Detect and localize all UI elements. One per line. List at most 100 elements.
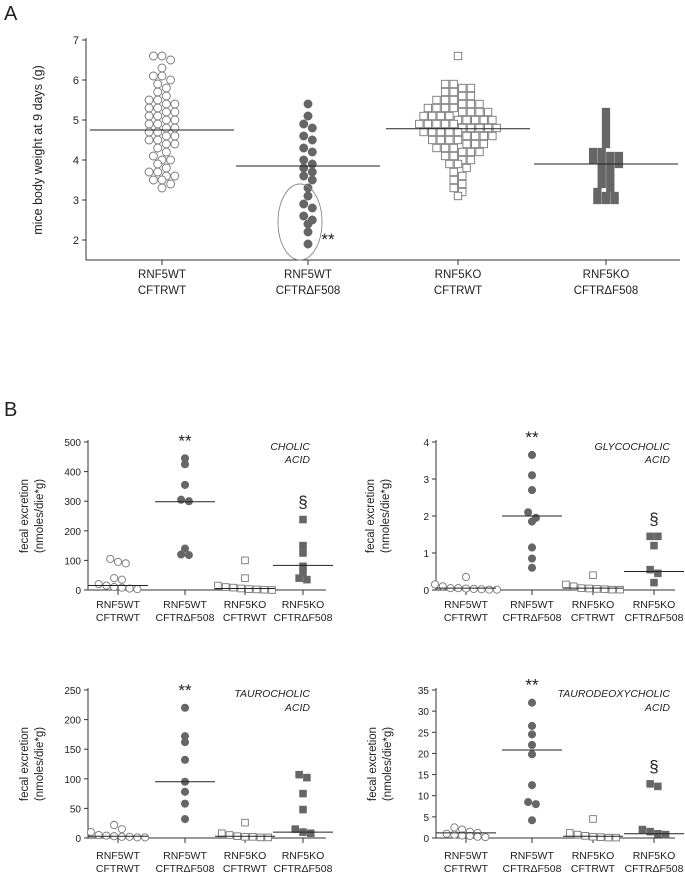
data-point bbox=[113, 557, 123, 566]
data-point bbox=[241, 556, 249, 565]
data-point bbox=[432, 119, 441, 129]
data-point bbox=[307, 159, 317, 169]
y-tick-label: 6 bbox=[73, 75, 79, 87]
data-point bbox=[440, 143, 450, 153]
data-point bbox=[303, 99, 313, 109]
data-point bbox=[102, 831, 111, 840]
data-point bbox=[600, 585, 609, 594]
data-point bbox=[601, 115, 611, 125]
data-point bbox=[483, 107, 493, 117]
data-point bbox=[450, 823, 459, 832]
section-marker: § bbox=[298, 493, 307, 512]
data-point bbox=[180, 703, 190, 712]
data-point bbox=[133, 585, 142, 594]
category-label-line2: CFTRWT bbox=[444, 863, 489, 875]
data-point bbox=[153, 159, 163, 169]
data-point bbox=[527, 816, 537, 825]
y-tick-label: 2 bbox=[73, 235, 79, 247]
data-point bbox=[601, 131, 611, 141]
data-point bbox=[260, 585, 269, 594]
data-point bbox=[465, 831, 474, 840]
category-label-line1: RNF5KO bbox=[572, 850, 615, 862]
data-point bbox=[153, 103, 163, 113]
data-point bbox=[597, 171, 606, 181]
data-point bbox=[445, 135, 454, 145]
category-label-line2: CFTRΔF508 bbox=[574, 285, 639, 297]
panel-label-b: B bbox=[4, 399, 17, 421]
data-point bbox=[428, 135, 437, 145]
data-point bbox=[445, 159, 454, 169]
data-point bbox=[453, 191, 463, 201]
data-point bbox=[566, 829, 574, 837]
data-point bbox=[144, 167, 154, 177]
data-point bbox=[593, 195, 602, 205]
data-point bbox=[475, 99, 484, 109]
data-point bbox=[170, 139, 180, 149]
data-point bbox=[569, 582, 578, 591]
chart-title-line2: ACID bbox=[284, 454, 311, 466]
y-tick-label: 500 bbox=[64, 438, 81, 449]
category-label-line2: CFTRWT bbox=[571, 612, 616, 624]
data-point bbox=[471, 115, 480, 125]
data-point bbox=[438, 582, 447, 591]
data-point bbox=[527, 721, 537, 730]
data-point bbox=[654, 532, 662, 541]
data-point bbox=[449, 151, 458, 161]
data-point bbox=[650, 541, 658, 550]
data-point bbox=[419, 111, 428, 121]
data-point bbox=[299, 199, 309, 209]
data-point bbox=[299, 568, 307, 577]
y-axis-label-line1: fecal excretion bbox=[365, 479, 377, 553]
data-point bbox=[110, 574, 119, 583]
category-label-line1: RNF5WT bbox=[510, 850, 554, 862]
data-point bbox=[125, 584, 134, 593]
data-point bbox=[440, 151, 450, 161]
y-tick-label: 300 bbox=[64, 497, 81, 508]
data-point bbox=[180, 787, 190, 796]
data-point bbox=[488, 115, 497, 125]
data-point bbox=[153, 111, 163, 121]
category-label-line1: RNF5KO bbox=[224, 850, 267, 862]
data-point bbox=[161, 91, 171, 101]
data-point bbox=[307, 135, 317, 145]
data-point bbox=[466, 107, 476, 117]
y-tick-label: 50 bbox=[70, 804, 82, 815]
data-point bbox=[604, 833, 613, 842]
y-tick-label: 3 bbox=[423, 475, 429, 486]
data-point bbox=[299, 143, 309, 153]
data-point bbox=[166, 179, 176, 189]
data-point bbox=[161, 123, 171, 133]
data-point bbox=[458, 107, 467, 117]
data-point bbox=[144, 103, 154, 113]
significance-marker: ** bbox=[321, 230, 335, 249]
data-point bbox=[661, 830, 670, 839]
category-label-line2: CFTRWT bbox=[444, 612, 489, 624]
data-point bbox=[268, 586, 276, 594]
data-point bbox=[458, 83, 467, 93]
data-point bbox=[184, 551, 193, 560]
data-point bbox=[157, 71, 167, 81]
data-point bbox=[593, 187, 602, 197]
category-label-line2: CFTRΔF508 bbox=[625, 612, 684, 624]
data-point bbox=[440, 103, 450, 113]
highlight-ellipse bbox=[277, 183, 323, 261]
data-point bbox=[307, 203, 317, 213]
category-label-line1: RNF5KO bbox=[633, 850, 676, 862]
data-point bbox=[161, 83, 171, 93]
data-point bbox=[157, 63, 167, 73]
data-point bbox=[469, 584, 478, 593]
data-point bbox=[256, 833, 265, 842]
data-point bbox=[612, 833, 621, 842]
data-point bbox=[527, 554, 537, 563]
category-label-line1: RNF5KO bbox=[583, 269, 630, 281]
y-tick-label: 3 bbox=[73, 195, 79, 207]
y-tick-label: 0 bbox=[75, 586, 81, 597]
data-point bbox=[144, 111, 154, 121]
data-point bbox=[299, 211, 309, 221]
data-point bbox=[295, 574, 303, 582]
y-tick-label: 15 bbox=[418, 771, 430, 782]
data-point bbox=[264, 833, 273, 842]
y-tick-label: 4 bbox=[423, 438, 429, 449]
data-point bbox=[125, 832, 134, 841]
data-point bbox=[475, 123, 484, 133]
